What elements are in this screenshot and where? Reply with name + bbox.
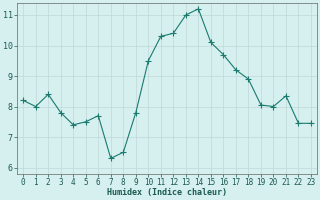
X-axis label: Humidex (Indice chaleur): Humidex (Indice chaleur) xyxy=(107,188,227,197)
